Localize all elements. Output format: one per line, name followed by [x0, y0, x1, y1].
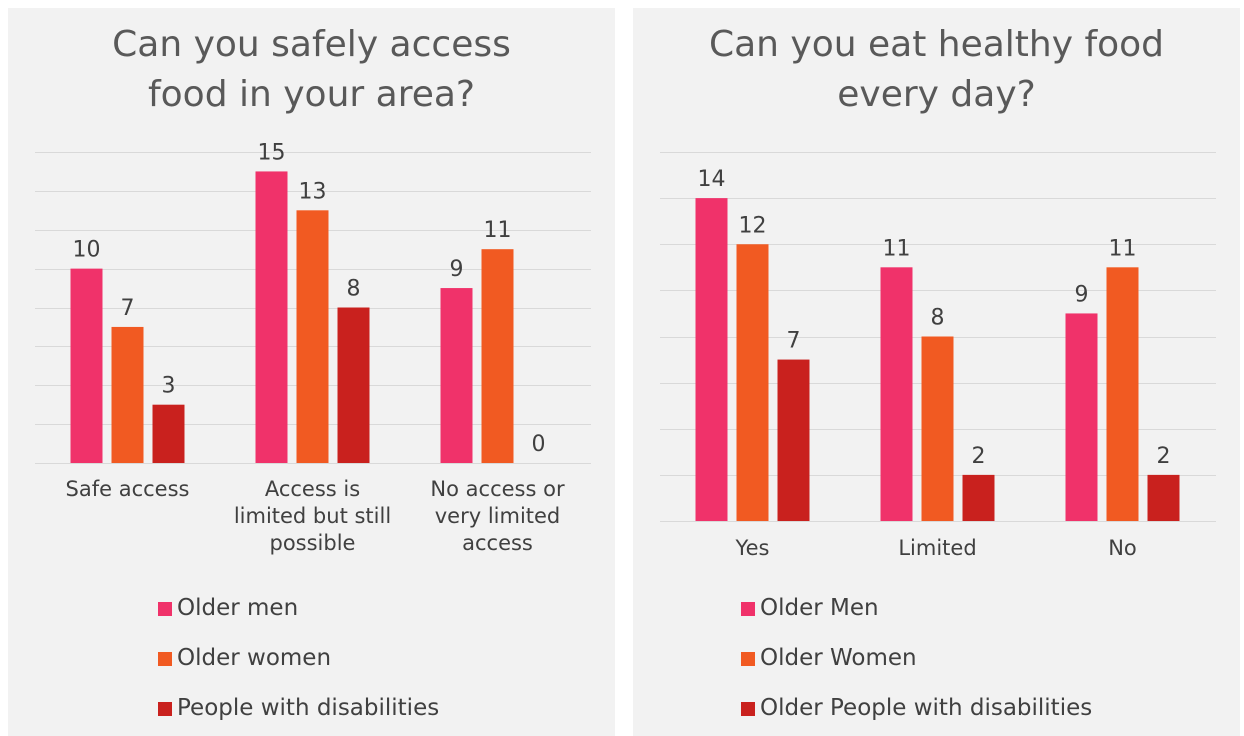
chart-title: Can you safely access food in your area?: [8, 20, 615, 120]
bar: [481, 249, 514, 463]
bar: [296, 210, 329, 463]
data-label: 8: [931, 306, 945, 331]
category-label: No access or: [430, 477, 565, 501]
data-label: 11: [1109, 236, 1137, 261]
data-label: 13: [299, 179, 327, 204]
legend-item-older-men: Older Men: [741, 593, 879, 623]
category-label: possible: [270, 531, 356, 555]
data-label: 3: [162, 374, 176, 399]
legend-item-people-with-disabilities: People with disabilities: [158, 693, 439, 723]
data-label: 7: [787, 329, 801, 354]
bar: [111, 326, 144, 463]
bar: [255, 171, 288, 463]
legend-item-older-people-with-disabilities: Older People with disabilities: [741, 693, 1092, 723]
bar: [777, 359, 810, 521]
legend-item-older-men: Older men: [158, 593, 298, 623]
data-label: 9: [450, 257, 464, 282]
category-label: No: [1108, 536, 1137, 560]
data-label: 12: [739, 213, 767, 238]
bar: [440, 288, 473, 463]
category-label: limited but still: [234, 504, 391, 528]
bar: [337, 307, 370, 463]
legend-label: Older Women: [760, 645, 917, 671]
bar: [1106, 267, 1139, 521]
bar: [962, 474, 995, 521]
data-label: 9: [1075, 282, 1089, 307]
legend-item-older-women: Older women: [158, 643, 331, 673]
legend-swatch: [158, 702, 172, 716]
legend-swatch: [158, 602, 172, 616]
bar: [736, 244, 769, 521]
legend-swatch: [741, 602, 755, 616]
data-label: 11: [484, 218, 512, 243]
legend-label: Older men: [177, 595, 299, 621]
chart-panel-healthy-food: Can you eat healthy food every day? 14 12…: [633, 8, 1240, 736]
bar: [152, 404, 185, 463]
data-label: 0: [532, 432, 546, 457]
legend-swatch: [158, 652, 172, 666]
chart-panel-access: Can you safely access food in your area?…: [8, 8, 615, 736]
chart-title: Can you eat healthy food every day?: [633, 20, 1240, 120]
bar-chart-healthy-food: 14 12 7 Yes 11 8 2 Limited 9 11 2 No: [660, 152, 1216, 560]
data-label: 15: [258, 140, 286, 165]
data-label: 11: [883, 236, 911, 261]
data-label: 2: [1157, 444, 1171, 469]
category-label: Access is: [265, 477, 360, 501]
chart-title-line-1: Can you safely access: [112, 24, 511, 65]
category-label: Yes: [735, 536, 770, 560]
legend-label: Older People with disabilities: [760, 695, 1093, 721]
data-label: 2: [972, 444, 986, 469]
category-label: Limited: [898, 536, 976, 560]
data-label: 14: [698, 167, 726, 192]
bar: [1065, 313, 1098, 521]
legend-label: Older women: [177, 645, 332, 671]
legend-swatch: [741, 702, 755, 716]
bar-chart-access: 10 7 3 Safe access 15 13 8 Access is limited but…: [35, 140, 591, 555]
chart-title-line-2: every day?: [837, 74, 1036, 115]
chart-title-line-1: Can you eat healthy food: [708, 24, 1165, 65]
data-label: 8: [347, 277, 361, 302]
legend-item-older-women: Older Women: [741, 643, 917, 673]
bar: [70, 268, 103, 463]
category-label: access: [462, 531, 533, 555]
bar: [921, 336, 954, 521]
category-label: very limited: [435, 504, 561, 528]
data-label: 7: [121, 296, 135, 321]
legend-label: Older Men: [760, 595, 879, 621]
data-label: 10: [73, 238, 101, 263]
bar: [695, 198, 728, 521]
legend-swatch: [741, 652, 755, 666]
category-label: Safe access: [66, 477, 190, 501]
legend-label: People with disabilities: [177, 695, 440, 721]
bar: [880, 267, 913, 521]
bar: [1147, 474, 1180, 521]
chart-title-line-2: food in your area?: [147, 74, 476, 115]
